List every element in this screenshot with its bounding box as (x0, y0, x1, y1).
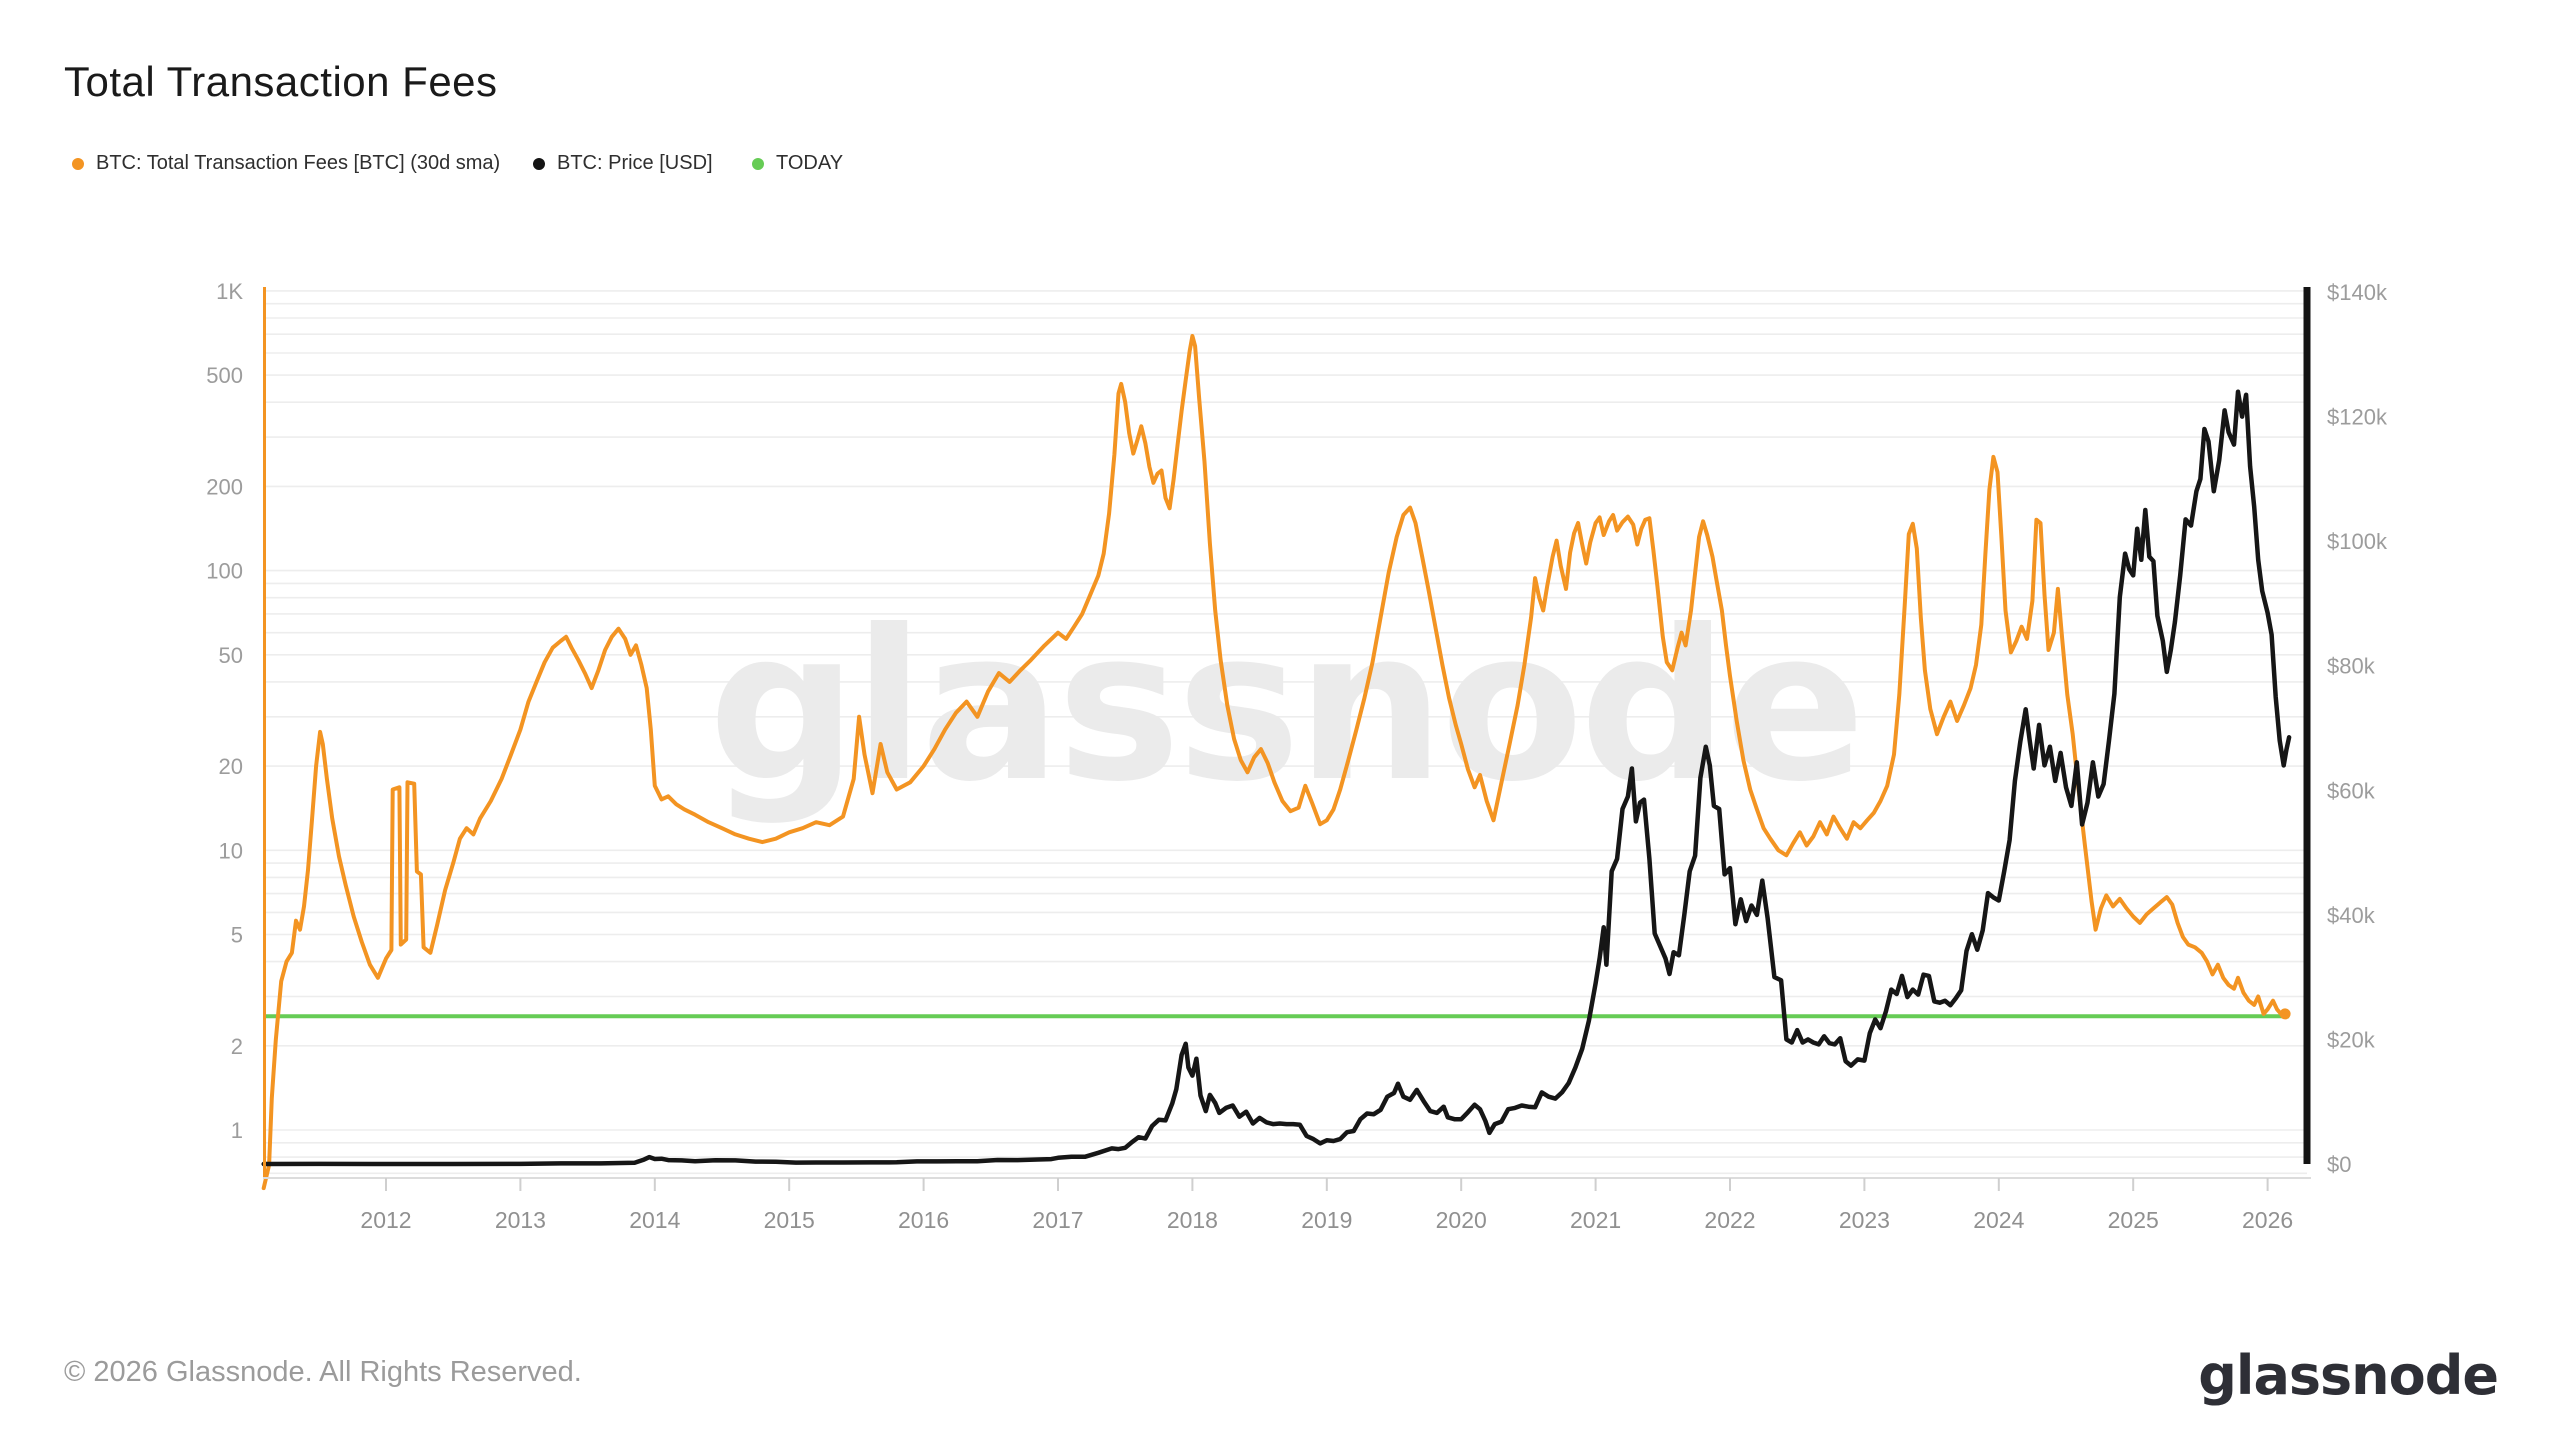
series-group (261, 334, 2292, 1191)
x-axis-label-2020: 2020 (1436, 1207, 1487, 1233)
x-axis-label-2025: 2025 (2108, 1207, 2159, 1233)
axes-group: 1K 500 200 100 50 20 10 5 2 1 $140k $120k $100k $80k $… (206, 279, 2388, 1233)
legend-item-price[interactable]: BTC: Price [USD] (533, 152, 713, 175)
fees-legend-label: BTC: Total Transaction Fees [BTC] (30d s… (96, 152, 501, 174)
x-axis-label-2023: 2023 (1839, 1207, 1890, 1233)
fees-series-line (261, 334, 2288, 1191)
legend-item-today[interactable]: TODAY (752, 152, 843, 175)
x-axis-label-2019: 2019 (1301, 1207, 1352, 1233)
left-axis-tick-1K: 1K (216, 279, 243, 304)
x-axis-label-2014: 2014 (629, 1207, 680, 1233)
x-axis-label-2022: 2022 (1704, 1207, 1755, 1233)
x-axis-label-2026: 2026 (2242, 1207, 2293, 1233)
right-axis-tick-$40k: $40k (2327, 903, 2376, 928)
x-axis-label-2015: 2015 (764, 1207, 815, 1233)
left-axis-tick-5: 5 (231, 923, 243, 948)
x-axis-label-2012: 2012 (360, 1207, 411, 1233)
right-axis-tick-$100k: $100k (2327, 529, 2388, 554)
price-legend-label: BTC: Price [USD] (557, 152, 713, 174)
page-title: Total Transaction Fees (64, 58, 498, 106)
chart-legend: BTC: Total Transaction Fees [BTC] (30d s… (0, 152, 2560, 182)
fees-series-line-end-dot (2279, 1008, 2291, 1020)
left-axis-tick-1: 1 (231, 1118, 243, 1143)
price-series-line (261, 389, 2292, 1167)
right-axis-tick-$0: $0 (2327, 1152, 2351, 1177)
left-axis-tick-200: 200 (206, 474, 243, 499)
right-axis-tick-$120k: $120k (2327, 405, 2388, 430)
left-axis-tick-10: 10 (219, 838, 243, 863)
x-axis-label-2021: 2021 (1570, 1207, 1621, 1233)
right-axis-tick-$60k: $60k (2327, 778, 2376, 803)
left-axis-tick-20: 20 (219, 754, 243, 779)
left-axis-tick-100: 100 (206, 559, 243, 584)
x-axis-label-2013: 2013 (495, 1207, 546, 1233)
left-axis-tick-2: 2 (231, 1034, 243, 1059)
x-axis-label-2017: 2017 (1032, 1207, 1083, 1233)
x-axis-label-2016: 2016 (898, 1207, 949, 1233)
glassnode-logo: glassnode (2198, 1344, 2499, 1407)
x-axis-label-2018: 2018 (1167, 1207, 1218, 1233)
today-legend-dot-icon (752, 157, 764, 170)
today-legend-label: TODAY (776, 152, 844, 174)
footer-copyright: © 2026 Glassnode. All Rights Reserved. (64, 1356, 582, 1388)
right-axis-tick-$140k: $140k (2327, 280, 2388, 305)
left-axis-tick-50: 50 (219, 643, 243, 668)
legend-item-fees[interactable]: BTC: Total Transaction Fees [BTC] (30d s… (72, 152, 500, 175)
x-axis-label-2024: 2024 (1973, 1207, 2024, 1233)
fees-legend-dot-icon (72, 157, 84, 170)
right-axis-tick-$80k: $80k (2327, 654, 2376, 679)
left-axis-tick-500: 500 (206, 363, 243, 388)
price-legend-dot-icon (533, 157, 545, 170)
right-axis-tick-$20k: $20k (2327, 1027, 2376, 1052)
